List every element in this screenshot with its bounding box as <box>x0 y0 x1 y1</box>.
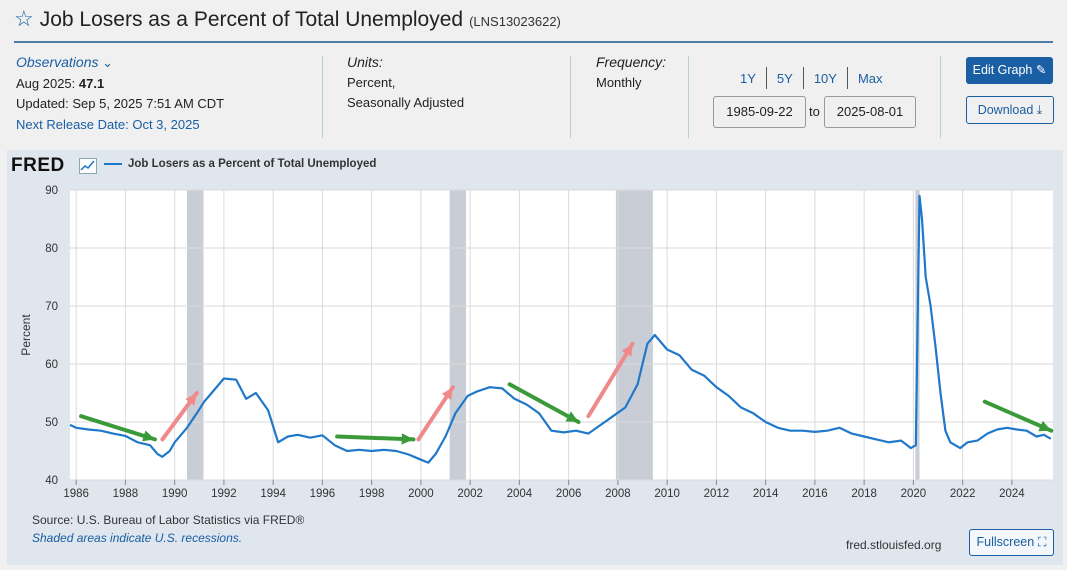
x-tick-label: 1990 <box>162 488 188 500</box>
legend-swatch <box>104 163 122 165</box>
series-title: Job Losers as a Percent of Total Unemplo… <box>39 8 464 31</box>
title-divider <box>14 41 1053 43</box>
divider <box>322 56 323 138</box>
x-tick-label: 2010 <box>654 488 680 500</box>
red-arrow-head <box>621 343 633 357</box>
download-icon[interactable]: ⤓ <box>1036 103 1043 117</box>
end-date-input[interactable]: 2025-08-01 <box>824 96 916 128</box>
red-arrow-head <box>441 387 453 401</box>
x-tick-label: 1988 <box>113 488 139 500</box>
divider <box>940 56 941 138</box>
range-1y-button[interactable]: 1Y <box>740 70 756 86</box>
green-arrow <box>507 382 581 424</box>
start-date-input[interactable]: 1985-09-22 <box>713 96 806 128</box>
latest-value: 47.1 <box>78 75 105 91</box>
next-release-link[interactable]: Next Release Date: Oct 3, 2025 <box>16 116 200 132</box>
fullscreen-button[interactable]: Fullscreen ⛶ <box>969 529 1054 556</box>
y-tick-label: 50 <box>45 417 58 429</box>
source-text: Source: U.S. Bureau of Labor Statistics … <box>32 513 305 527</box>
title-row: ☆ Job Losers as a Percent of Total Unemp… <box>14 8 561 32</box>
frequency-value: Monthly <box>596 74 642 90</box>
recession-band <box>615 190 653 480</box>
edit-graph-label[interactable]: Edit Graph <box>972 63 1033 77</box>
site-link[interactable]: fred.stlouisfed.org <box>846 538 942 552</box>
expand-icon[interactable]: ⛶ <box>1037 535 1047 549</box>
series-id: (LNS13023622) <box>469 14 561 29</box>
x-tick-label: 2006 <box>556 488 582 500</box>
chevron-down-icon[interactable]: ⌄ <box>102 55 114 70</box>
plot-area <box>70 190 1053 480</box>
x-tick-label: 2008 <box>605 488 631 500</box>
x-tick-label: 2020 <box>901 488 927 500</box>
y-tick-label: 90 <box>45 185 58 197</box>
separator <box>765 67 767 89</box>
y-tick-label: 80 <box>45 243 58 255</box>
edit-icon[interactable]: ✎ <box>1035 63 1047 77</box>
observations-toggle[interactable]: Observations ⌄ <box>16 52 224 74</box>
x-tick-label: 2000 <box>408 488 434 500</box>
green-arrow <box>79 414 157 442</box>
green-arrow-head <box>565 411 579 422</box>
green-arrow <box>335 434 416 442</box>
green-arrow-head <box>1038 420 1052 432</box>
x-tick-label: 2004 <box>507 488 533 500</box>
separator <box>802 67 804 89</box>
y-tick-label: 40 <box>45 475 58 487</box>
fred-chart-icon <box>79 158 97 174</box>
x-tick-label: 1996 <box>310 488 336 500</box>
range-buttons: 1Y 5Y 10Y Max <box>730 67 893 89</box>
fullscreen-label[interactable]: Fullscreen <box>976 535 1035 549</box>
x-tick-label: 2018 <box>851 488 877 500</box>
green-arrow <box>982 399 1054 433</box>
latest-observation: Aug 2025: 47.1 <box>16 74 224 95</box>
frequency-block: Frequency: Monthly <box>596 52 666 93</box>
chart-legend: Job Losers as a Percent of Total Unemplo… <box>104 158 376 170</box>
recession-note[interactable]: Shaded areas indicate U.S. recessions. <box>32 531 243 545</box>
green-arrow-head <box>142 430 155 442</box>
y-axis-label: Percent <box>19 314 33 356</box>
units-label: Units: <box>347 54 383 70</box>
recession-band <box>186 190 204 480</box>
frequency-label: Frequency: <box>596 54 667 70</box>
recession-band <box>449 190 466 480</box>
edit-graph-button[interactable]: Edit Graph ✎ <box>966 57 1053 84</box>
legend-label: Job Losers as a Percent of Total Unemplo… <box>128 158 377 170</box>
x-tick-label: 2016 <box>802 488 828 500</box>
x-tick-label: 1998 <box>359 488 385 500</box>
units-line1: Percent, <box>347 74 396 90</box>
x-tick-label: 2002 <box>457 488 483 500</box>
x-tick-label: 1994 <box>260 488 286 500</box>
download-button[interactable]: Download ⤓ <box>966 96 1054 124</box>
red-arrow-head <box>185 393 197 406</box>
x-tick-label: 2024 <box>999 488 1025 500</box>
fred-logo: FRED <box>11 155 65 176</box>
range-10y-button[interactable]: 10Y <box>813 70 837 86</box>
updated-text: Updated: Sep 5, 2025 7:51 AM CDT <box>16 96 225 111</box>
range-max-button[interactable]: Max <box>857 70 883 86</box>
red-arrow <box>586 341 635 419</box>
series-line <box>69 194 1052 464</box>
x-tick-label: 2014 <box>753 488 779 500</box>
star-icon[interactable]: ☆ <box>14 6 34 31</box>
divider <box>688 56 689 138</box>
to-label: to <box>809 104 820 119</box>
download-label[interactable]: Download <box>977 103 1034 117</box>
units-line2: Seasonally Adjusted <box>347 95 465 110</box>
y-tick-label: 60 <box>45 359 58 371</box>
units-block: Units: Percent, Seasonally Adjusted <box>347 52 464 114</box>
latest-date: Aug 2025: <box>16 75 76 91</box>
x-tick-label: 1986 <box>63 488 89 500</box>
x-tick-label: 2022 <box>950 488 976 500</box>
x-tick-label: 1992 <box>211 488 237 500</box>
y-tick-label: 70 <box>45 301 58 313</box>
divider <box>570 56 571 138</box>
observations-label[interactable]: Observations <box>16 54 99 70</box>
x-tick-label: 2012 <box>704 488 730 500</box>
range-5y-button[interactable]: 5Y <box>776 70 793 86</box>
observations-block: Observations ⌄ Aug 2025: 47.1 Updated: S… <box>16 52 224 135</box>
separator <box>846 67 848 89</box>
green-arrow-head <box>401 433 414 445</box>
